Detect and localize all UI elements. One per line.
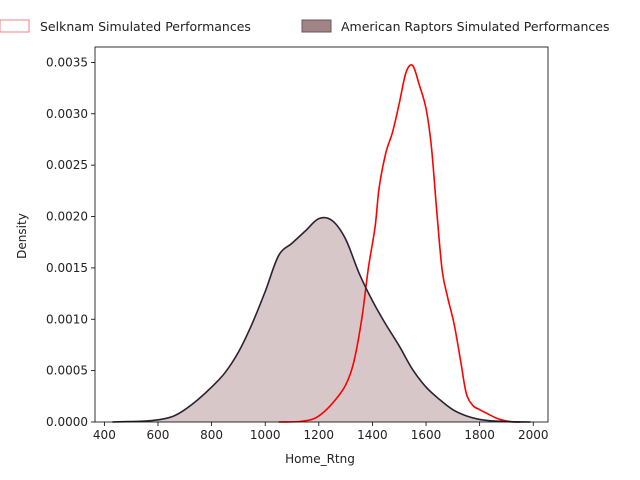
plot-frame [94,46,549,423]
x-tick-label: 1800 [464,428,495,442]
y-tick-label: 0.0010 [46,312,88,326]
x-tick-label: 1400 [357,428,388,442]
series-1-area [112,217,531,422]
y-tick-label: 0.0015 [46,261,88,275]
x-tick-label: 1600 [411,428,442,442]
y-tick-label: 0.0025 [46,158,88,172]
y-tick-label: 0.0000 [46,415,88,429]
x-tick-label: 2000 [518,428,549,442]
y-axis-label: Density [15,213,29,259]
x-axis-label: Home_Rtng [285,452,355,466]
x-tick-label: 800 [200,428,223,442]
x-tick-label: 600 [147,428,170,442]
series-0-line [278,64,520,423]
x-tick-label: 1200 [304,428,335,442]
legend-label-raptors: American Raptors Simulated Performances [341,19,610,34]
legend-label-selknam: Selknam Simulated Performances [40,19,251,34]
y-tick-label: 0.0030 [46,107,88,121]
x-tick-label: 1000 [250,428,281,442]
legend-swatch-raptors [301,19,332,33]
legend-swatch-selknam [0,19,30,33]
x-tick-label: 400 [93,428,116,442]
y-tick-label: 0.0005 [46,364,88,378]
y-tick-label: 0.0020 [46,210,88,224]
series-1-line [112,216,531,423]
y-tick-label: 0.0035 [46,55,88,69]
legend: Selknam Simulated Performances American … [0,19,610,34]
